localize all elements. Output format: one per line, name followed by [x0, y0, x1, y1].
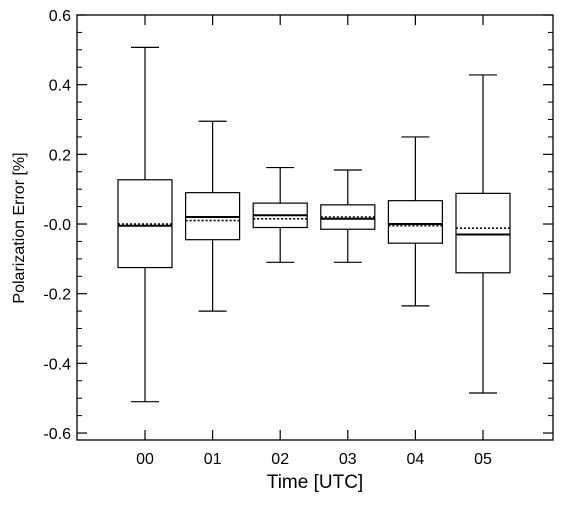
ticks-layer: 0.6 0.4 0.2 -0.0 -0.2 -0.4 -0.6 00 01 02 03 04 05 — [43, 8, 553, 468]
iqr-box — [455, 192, 511, 274]
iqr-box — [387, 200, 443, 244]
x-tick-label: 02 — [271, 451, 289, 468]
box-04 — [387, 136, 443, 307]
y-tick-label: -0.6 — [43, 426, 71, 443]
y-tick-label: -0.4 — [43, 356, 71, 373]
x-axis-title: Time [UTC] — [267, 472, 363, 493]
x-tick-label: 00 — [136, 451, 154, 468]
y-tick-label: 0.6 — [49, 8, 71, 25]
box-00 — [117, 46, 173, 403]
y-tick-label: 0.4 — [49, 78, 71, 95]
box-02 — [252, 166, 308, 263]
box-05 — [455, 74, 511, 394]
box-03 — [320, 169, 376, 263]
y-tick-label: -0.2 — [43, 287, 71, 304]
y-tick-label: 0.2 — [49, 147, 71, 164]
x-tick-label: 04 — [407, 451, 425, 468]
labels-layer: Time [UTC] Polarization Error [%] — [11, 152, 363, 493]
y-tick-label: -0.0 — [43, 217, 71, 234]
boxes-layer — [117, 46, 511, 403]
y-axis-title: Polarization Error [%] — [11, 152, 28, 303]
x-tick-label: 03 — [339, 451, 357, 468]
x-tick-label: 05 — [474, 451, 492, 468]
x-tick-label: 01 — [204, 451, 222, 468]
box-01 — [185, 120, 241, 312]
